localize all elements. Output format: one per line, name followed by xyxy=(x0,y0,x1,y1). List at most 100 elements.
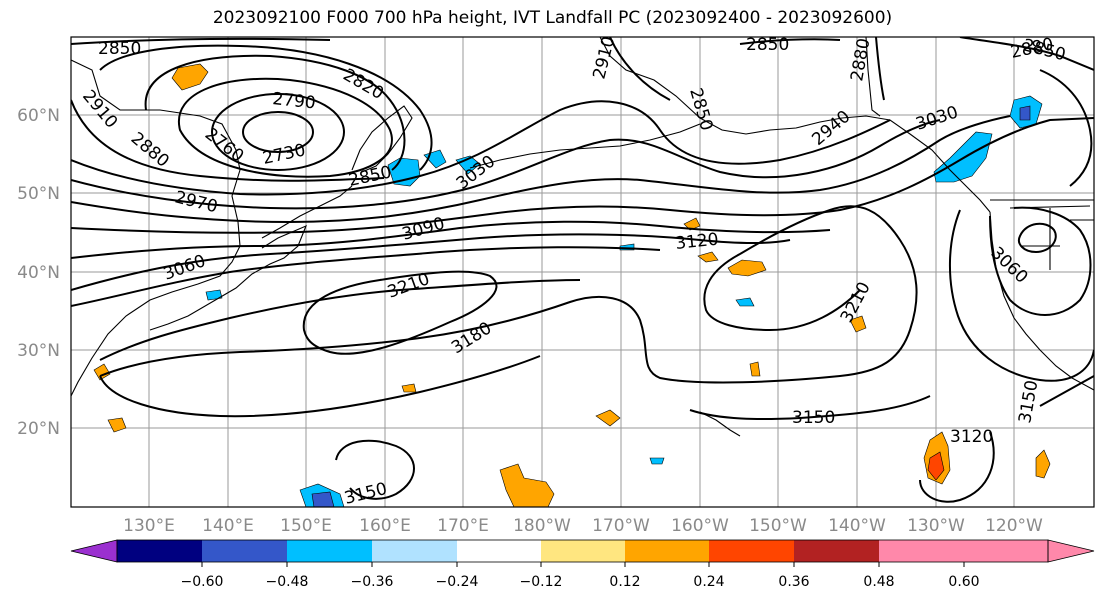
contour-line xyxy=(609,37,671,101)
lat-tick-label: 40°N xyxy=(17,263,60,283)
lon-tick-label: 150°E xyxy=(280,516,332,536)
contour-label: 2850 xyxy=(746,35,789,55)
colorbar-tick-labels: −0.60 −0.48 −0.36 −0.24 −0.12 0.12 0.24 … xyxy=(181,574,980,590)
kuril-islands xyxy=(261,185,353,239)
aleutian-islands xyxy=(469,123,701,169)
contour-line xyxy=(948,209,1094,382)
contour-line xyxy=(99,279,581,361)
ivt-patch xyxy=(933,131,993,183)
lon-tick-label: 170°E xyxy=(437,516,489,536)
colorbar-segment xyxy=(625,540,709,562)
lon-tick-labels: 130°E 140°E 150°E 160°E 170°E 180°W 170°… xyxy=(123,516,1043,536)
ivt-patch xyxy=(849,315,867,333)
ivt-patch xyxy=(107,417,127,433)
colorbar-segment xyxy=(794,540,879,562)
lat-tick-label: 30°N xyxy=(17,341,60,361)
ivt-patch xyxy=(697,251,719,263)
ivt-patch xyxy=(205,289,223,301)
colorbar-segment xyxy=(117,540,202,562)
colorbar-tick-label: 0.24 xyxy=(693,574,724,590)
lat-tick-label: 50°N xyxy=(17,184,60,204)
lon-tick-label: 160°E xyxy=(359,516,411,536)
ivt-patch xyxy=(1035,449,1051,479)
contour-line xyxy=(919,431,995,503)
ivt-patch xyxy=(93,363,111,381)
ivt-patch xyxy=(499,463,555,507)
contour-line xyxy=(71,246,661,307)
colorbar-segment xyxy=(964,540,1048,562)
contour-line xyxy=(71,233,791,291)
colorbar-tick-label: 0.36 xyxy=(778,574,809,590)
lon-tick-label: 130°E xyxy=(123,516,175,536)
map-border xyxy=(70,36,1095,508)
state-borders xyxy=(1009,205,1094,270)
lon-tick-label: 130°W xyxy=(907,516,965,536)
contour-line xyxy=(99,44,433,171)
contour-line xyxy=(1018,222,1057,254)
contour-label: 2850 xyxy=(98,39,141,59)
colorbar-tick-label: −0.60 xyxy=(181,574,224,590)
contour-line xyxy=(71,119,941,210)
ivt-patch xyxy=(595,409,621,427)
contour-label: 2790 xyxy=(271,89,316,113)
na-coastline xyxy=(989,211,1094,391)
contour-line xyxy=(1039,375,1094,407)
contour-line xyxy=(1039,69,1093,187)
lon-tick-label: 180°W xyxy=(513,516,571,536)
contour-line xyxy=(177,77,393,178)
contour-line xyxy=(959,37,1094,71)
contour-line xyxy=(71,117,1094,234)
contour-line xyxy=(875,37,885,101)
colorbar-segment xyxy=(879,540,964,562)
ivt-patch xyxy=(735,297,755,307)
ivt-patch xyxy=(749,361,761,377)
contour-line xyxy=(71,115,1011,224)
colorbar-tick-marks xyxy=(201,562,965,567)
contour-line xyxy=(99,205,918,384)
lat-tick-label: 60°N xyxy=(17,106,60,126)
ivt-patch xyxy=(1019,105,1031,121)
colorbar-tick-label: 0.60 xyxy=(948,574,979,590)
contour-line xyxy=(989,206,1092,316)
lon-tick-label: 140°W xyxy=(828,516,886,536)
contour-label: 3150 xyxy=(792,408,835,428)
ivt-patch xyxy=(927,451,945,481)
map-panel: 2850 2910 2790 2820 2880 2760 2730 2850 … xyxy=(71,35,1094,507)
lon-tick-label: 140°E xyxy=(202,516,254,536)
colorbar-segment xyxy=(287,540,372,562)
contour-line xyxy=(302,270,498,355)
contour-line xyxy=(211,93,345,171)
colorbar-segment xyxy=(202,540,287,562)
canada-alaska-border xyxy=(865,37,881,117)
contour-label: 3120 xyxy=(950,427,993,447)
colorbar-segment xyxy=(541,540,625,562)
lat-tick-label: 20°N xyxy=(17,419,60,439)
ivt-patch xyxy=(311,491,335,507)
contour-line xyxy=(689,395,931,421)
colorbar-segment xyxy=(372,540,457,562)
asia-coastline xyxy=(71,59,241,397)
contour-line xyxy=(242,111,314,153)
contour-line xyxy=(71,99,385,182)
contour-label: 3120 xyxy=(674,230,719,254)
lon-tick-label: 120°W xyxy=(985,516,1043,536)
map-title: 2023092100 F000 700 hPa height, IVT Land… xyxy=(212,8,893,28)
lat-tick-labels: 60°N 50°N 40°N 30°N 20°N xyxy=(17,106,60,439)
lon-tick-label: 170°W xyxy=(592,516,650,536)
height-contours xyxy=(71,37,1094,503)
colorbar: −0.60 −0.48 −0.36 −0.24 −0.12 0.12 0.24 … xyxy=(70,539,1095,590)
colorbar-tick-label: 0.48 xyxy=(863,574,894,590)
colorbar-segment xyxy=(709,540,794,562)
contour-line xyxy=(71,100,891,196)
hawaii-islands xyxy=(699,411,741,437)
colorbar-tick-label: −0.24 xyxy=(436,574,479,590)
colorbar-tick-label: 0.12 xyxy=(609,574,640,590)
colorbar-extend-right xyxy=(1047,539,1095,563)
contour-line xyxy=(144,54,406,171)
colorbar-extend-left xyxy=(70,539,118,563)
contour-line xyxy=(71,37,331,45)
ivt-patch xyxy=(727,259,767,277)
contour-line xyxy=(71,220,831,259)
lon-tick-label: 150°W xyxy=(749,516,807,536)
